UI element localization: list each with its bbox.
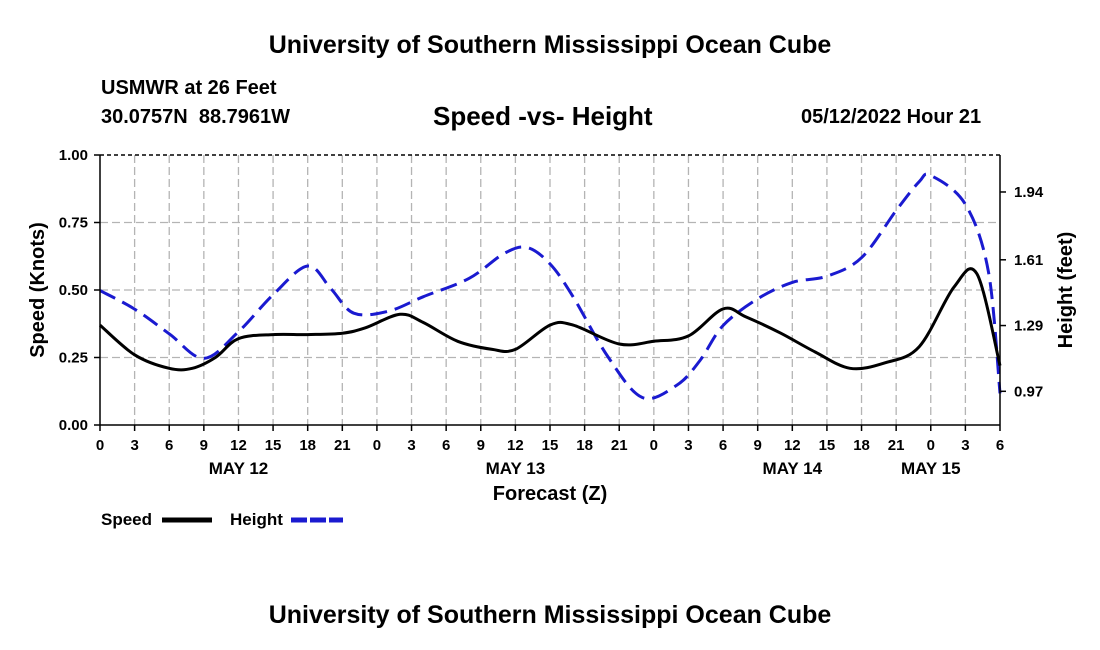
x-axis-ticks: 0 3 6 9 12 15 18 21 0 3 6 9 12 15 18 21 0 3 6 9 12 15 18 21 0 3 6 bbox=[96, 425, 1004, 454]
x-tick-label: 6 bbox=[719, 437, 727, 454]
grid-lines bbox=[100, 155, 1000, 425]
y2-axis-label: Height (feet) bbox=[1055, 232, 1077, 349]
x-tick-label: 18 bbox=[299, 437, 316, 454]
y2-axis-ticks: 0.97 1.29 1.61 1.94 bbox=[1000, 184, 1044, 400]
day-label: MAY 14 bbox=[763, 459, 823, 478]
day-label: MAY 12 bbox=[209, 459, 269, 478]
station-coordinates: 30.0757N 88.7961W bbox=[101, 106, 291, 128]
x-tick-label: 21 bbox=[611, 437, 628, 454]
y-tick-label: 0.00 bbox=[59, 417, 88, 434]
x-tick-label: 21 bbox=[334, 437, 351, 454]
x-tick-label: 6 bbox=[442, 437, 450, 454]
forecast-timestamp: 05/12/2022 Hour 21 bbox=[801, 106, 982, 128]
x-tick-label: 3 bbox=[961, 437, 969, 454]
y2-tick-label: 1.94 bbox=[1014, 184, 1044, 201]
legend-speed-label: Speed bbox=[101, 510, 152, 529]
x-tick-label: 9 bbox=[200, 437, 208, 454]
y2-tick-label: 1.61 bbox=[1014, 252, 1043, 269]
x-tick-label: 0 bbox=[650, 437, 658, 454]
x-tick-label: 0 bbox=[927, 437, 935, 454]
y-tick-label: 0.25 bbox=[59, 350, 88, 367]
y-tick-label: 0.75 bbox=[59, 215, 88, 232]
x-tick-label: 18 bbox=[576, 437, 593, 454]
day-label: MAY 13 bbox=[486, 459, 546, 478]
series-layer bbox=[99, 172, 1002, 401]
day-labels: MAY 12 MAY 13 MAY 14 MAY 15 bbox=[209, 459, 961, 478]
y-axis-label: Speed (Knots) bbox=[27, 222, 49, 358]
x-tick-label: 18 bbox=[853, 437, 870, 454]
x-tick-label: 15 bbox=[265, 437, 282, 454]
y-tick-label: 1.00 bbox=[59, 147, 88, 164]
y2-tick-label: 0.97 bbox=[1014, 383, 1043, 400]
x-tick-label: 3 bbox=[407, 437, 415, 454]
footer-title: University of Southern Mississippi Ocean… bbox=[268, 601, 832, 629]
x-tick-label: 21 bbox=[888, 437, 905, 454]
x-tick-label: 3 bbox=[684, 437, 692, 454]
x-tick-label: 12 bbox=[784, 437, 801, 454]
y2-tick-label: 1.29 bbox=[1014, 318, 1043, 335]
x-tick-label: 9 bbox=[754, 437, 762, 454]
x-tick-label: 0 bbox=[96, 437, 104, 454]
station-label: USMWR at 26 Feet bbox=[101, 77, 277, 99]
x-tick-label: 15 bbox=[542, 437, 559, 454]
x-axis-label: Forecast (Z) bbox=[493, 483, 607, 505]
legend-height-label: Height bbox=[230, 510, 283, 529]
page-title: University of Southern Mississippi Ocean… bbox=[268, 31, 832, 59]
x-tick-label: 6 bbox=[996, 437, 1004, 454]
x-tick-label: 9 bbox=[477, 437, 485, 454]
x-tick-label: 0 bbox=[373, 437, 381, 454]
x-tick-label: 12 bbox=[230, 437, 247, 454]
y-tick-label: 0.50 bbox=[59, 282, 88, 299]
x-tick-label: 6 bbox=[165, 437, 173, 454]
speed-series-line bbox=[99, 267, 1002, 372]
height-series-line bbox=[99, 172, 1002, 401]
y-axis-ticks: 0.00 0.25 0.50 0.75 1.00 bbox=[59, 147, 100, 434]
x-tick-label: 12 bbox=[507, 437, 524, 454]
x-tick-label: 15 bbox=[819, 437, 836, 454]
chart-title: Speed -vs- Height bbox=[433, 101, 653, 131]
x-tick-label: 3 bbox=[130, 437, 138, 454]
legend: Speed Height bbox=[101, 510, 343, 529]
day-label: MAY 15 bbox=[901, 459, 961, 478]
